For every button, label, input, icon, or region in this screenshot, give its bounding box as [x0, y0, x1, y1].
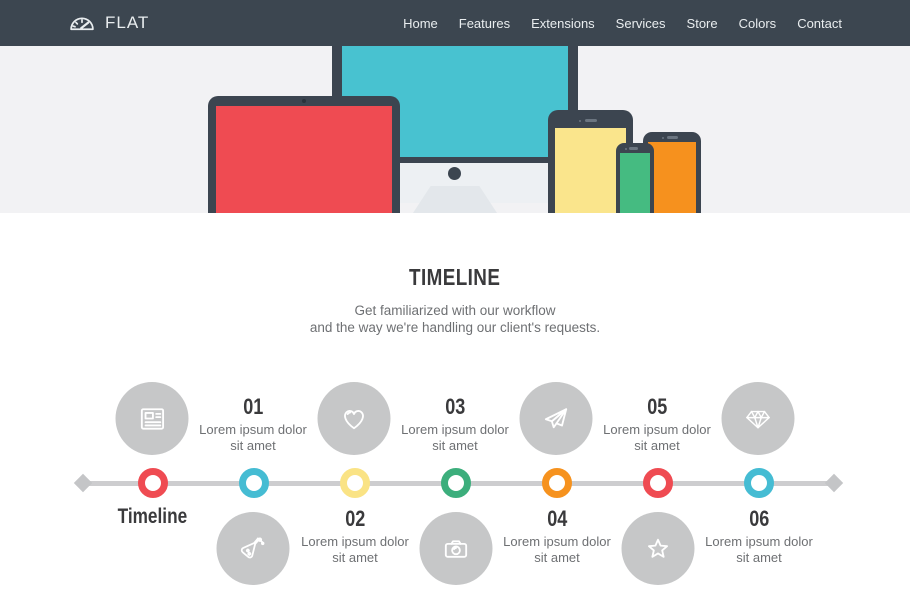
step-number: 06 — [748, 506, 770, 531]
timeline-node-dot-1[interactable] — [138, 468, 168, 498]
step-text: Lorem ipsum dolor sit amet — [603, 422, 711, 453]
timeline-node-dot-3[interactable] — [340, 468, 370, 498]
timeline-step-2: 02 Lorem ipsum dolor sit amet — [295, 506, 415, 566]
step-text: Lorem ipsum dolor sit amet — [301, 534, 409, 565]
newspaper-icon — [140, 408, 165, 430]
timeline-section: TIMELINE Get familiarized with our workf… — [0, 213, 910, 601]
timeline-node-dot-6[interactable] — [643, 468, 673, 498]
section-title: TIMELINE — [409, 264, 501, 290]
camera-icon — [444, 540, 468, 558]
tablet-speaker — [585, 119, 597, 122]
subtitle-line-1: Get familiarized with our workflow — [354, 303, 556, 318]
timeline-end-diamond-left — [73, 473, 93, 493]
phone-green-screen — [620, 153, 650, 213]
tablet-camera-dot — [579, 120, 581, 122]
phone-orange-camera-dot — [662, 137, 664, 139]
timeline-circle-camera — [419, 512, 493, 585]
timeline-circle-star — [621, 512, 695, 585]
timeline: 01 Lorem ipsum dolor sit amet 03 Lorem ip… — [0, 366, 910, 601]
phone-orange-speaker — [667, 136, 678, 139]
gauge-icon — [70, 17, 94, 31]
desktop-monitor-logo-dot — [448, 167, 461, 180]
timeline-node-dot-7[interactable] — [744, 468, 774, 498]
heart-icon — [344, 410, 364, 430]
timeline-step-1: 01 Lorem ipsum dolor sit amet — [193, 394, 313, 454]
navbar: FLAT Home Features Extensions Services S… — [0, 0, 910, 46]
nav-item-colors[interactable]: Colors — [738, 15, 777, 31]
timeline-end-diamond-right — [824, 473, 844, 493]
step-text: Lorem ipsum dolor sit amet — [705, 534, 813, 565]
nav-item-store[interactable]: Store — [686, 15, 718, 31]
timeline-circle-flask — [216, 512, 290, 585]
brand-name: FLAT — [105, 13, 150, 32]
subtitle-line-2: and the way we're handling our client's … — [309, 319, 601, 335]
nav-item-extensions[interactable]: Extensions — [531, 15, 595, 31]
timeline-circle-diamond — [721, 382, 795, 455]
timeline-node-dot-4[interactable] — [441, 468, 471, 498]
step-number: 02 — [344, 506, 366, 531]
step-number: 04 — [546, 506, 568, 531]
paper-plane-icon — [544, 408, 568, 429]
timeline-circle-newspaper — [115, 382, 189, 455]
timeline-node-dot-2[interactable] — [239, 468, 269, 498]
phone-orange-screen — [648, 142, 696, 213]
nav-menu: Home Features Extensions Services Store … — [403, 16, 842, 31]
nav-item-contact[interactable]: Contact — [797, 15, 842, 31]
step-text: Lorem ipsum dolor sit amet — [401, 422, 509, 453]
flask-icon — [240, 537, 265, 559]
timeline-circle-heart — [317, 382, 391, 455]
phone-green-speaker — [629, 147, 638, 150]
nav-item-features[interactable]: Features — [458, 15, 511, 31]
step-text: Lorem ipsum dolor sit amet — [503, 534, 611, 565]
diamond-icon — [746, 410, 770, 429]
step-number: 05 — [646, 394, 668, 419]
phone-green-camera-dot — [625, 147, 627, 150]
tablet-screen — [555, 128, 626, 213]
nav-item-home[interactable]: Home — [403, 15, 438, 31]
timeline-step-3: 03 Lorem ipsum dolor sit amet — [395, 394, 515, 454]
timeline-axis-label: Timeline — [117, 505, 187, 528]
star-icon — [648, 538, 668, 558]
section-subtitle: Get familiarized with our workflow and t… — [0, 303, 910, 336]
laptop-screen — [216, 106, 392, 213]
nav-item-services[interactable]: Services — [615, 15, 666, 31]
timeline-step-6: 06 Lorem ipsum dolor sit amet — [699, 506, 819, 566]
timeline-node-dot-5[interactable] — [542, 468, 572, 498]
laptop-camera-dot — [302, 99, 306, 103]
timeline-step-5: 05 Lorem ipsum dolor sit amet — [597, 394, 717, 454]
step-number: 03 — [444, 394, 466, 419]
brand[interactable]: FLAT — [68, 13, 149, 33]
timeline-circle-paper-plane — [519, 382, 593, 455]
step-text: Lorem ipsum dolor sit amet — [199, 422, 307, 453]
timeline-step-4: 04 Lorem ipsum dolor sit amet — [497, 506, 617, 566]
step-number: 01 — [242, 394, 264, 419]
hero-illustration — [0, 46, 910, 213]
